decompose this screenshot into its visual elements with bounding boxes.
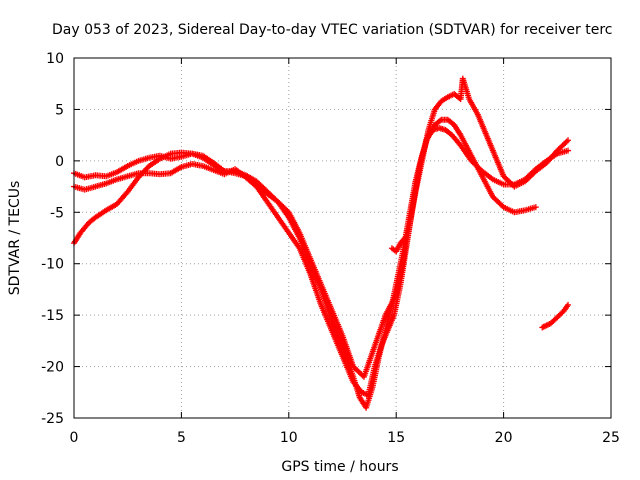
y-axis-label: SDTVAR / TECUs xyxy=(7,181,23,296)
axes: 0 5 10 15 20 25 -25 -20 -15 -10 -5 0 5 10 xyxy=(41,51,620,446)
data-point xyxy=(532,204,539,211)
y-tick-label: 10 xyxy=(46,51,64,67)
x-tick-label: 25 xyxy=(602,430,620,446)
data-point xyxy=(499,202,506,209)
data-series xyxy=(71,75,572,411)
data-point xyxy=(437,117,444,124)
data-point xyxy=(565,301,572,308)
y-tick-label: -20 xyxy=(41,360,64,376)
x-tick-label: 10 xyxy=(280,430,298,446)
series-track-D xyxy=(388,235,408,255)
y-tick-label: 5 xyxy=(55,102,64,118)
grid xyxy=(74,58,611,418)
y-tick-label: 0 xyxy=(55,154,64,170)
y-tick-label: -5 xyxy=(50,205,64,221)
x-tick-label: 0 xyxy=(70,430,79,446)
y-tick-label: -15 xyxy=(41,308,64,324)
x-tick-label: 15 xyxy=(387,430,405,446)
y-tick-label: -25 xyxy=(41,411,64,427)
data-point xyxy=(563,138,570,145)
series-track-C xyxy=(71,75,572,380)
chart-title: Day 053 of 2023, Sidereal Day-to-day VTE… xyxy=(52,22,612,38)
y-tick-label: -10 xyxy=(41,257,64,273)
x-tick-label: 20 xyxy=(495,430,513,446)
x-tick-label: 5 xyxy=(177,430,186,446)
data-point xyxy=(401,235,408,241)
plot-frame xyxy=(73,57,612,419)
data-point xyxy=(565,137,572,144)
data-point xyxy=(565,147,572,154)
x-axis-label: GPS time / hours xyxy=(281,459,398,475)
series-track-E xyxy=(539,301,572,331)
data-point xyxy=(400,236,407,243)
